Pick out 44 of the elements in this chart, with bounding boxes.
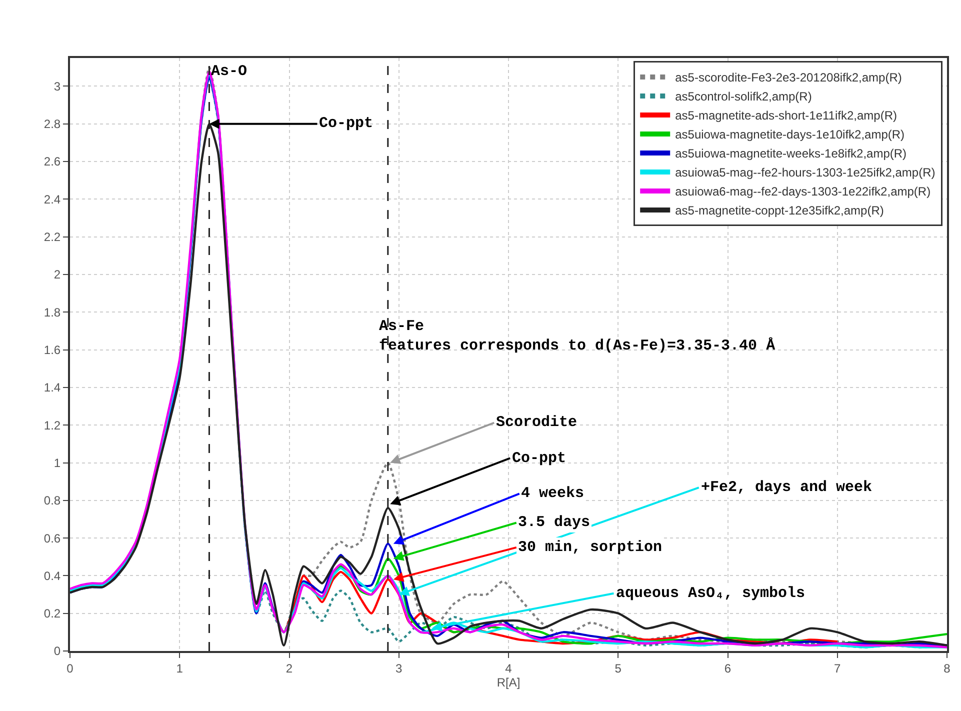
annotation: +Fe2, days and week xyxy=(701,479,872,496)
legend-label: as5-scorodite-Fe3-2e3-201208ifk2,amp(R) xyxy=(675,70,902,85)
x-tick-label: 0 xyxy=(66,661,74,676)
x-tick-label: 1 xyxy=(176,661,184,676)
annotation: As-O xyxy=(211,63,248,80)
y-tick-label: 1.4 xyxy=(44,380,61,395)
y-tick-label: 0.6 xyxy=(44,531,61,546)
legend-label: as5uiowa-magnetite-weeks-1e8ifk2,amp(R) xyxy=(675,146,907,161)
y-tick-label: 2.4 xyxy=(44,192,61,206)
legend-label: asuiowa5-mag--fe2-hours-1303-1e25ifk2,amp(R) xyxy=(675,166,936,180)
annotation: Scorodite xyxy=(496,414,578,431)
x-tick-label: 7 xyxy=(834,661,842,676)
y-tick-label: 2.2 xyxy=(44,230,61,244)
y-tick-label: 3 xyxy=(54,79,61,94)
y-tick-label: 0.2 xyxy=(44,606,61,621)
y-tick-label: 1 xyxy=(54,456,61,470)
annotation: 4 weeks xyxy=(521,485,584,502)
legend-label: as5uiowa-magnetite-days-1e10ifk2,amp(R) xyxy=(675,128,905,142)
annotation: aqueous AsO₄, symbols xyxy=(616,585,806,602)
y-tick-label: 0.8 xyxy=(44,494,61,508)
legend-label: as5-magnetite-ads-short-1e11ifk2,amp(R) xyxy=(675,108,897,123)
annotation: Co-ppt xyxy=(319,115,374,132)
x-tick-label: 3 xyxy=(396,661,403,676)
x-tick-label: 4 xyxy=(505,661,512,676)
legend-label: as5control-solifk2,amp(R) xyxy=(675,90,812,104)
y-tick-label: 2.6 xyxy=(44,154,61,169)
y-tick-label: 1.6 xyxy=(44,342,61,357)
y-tick-label: 2 xyxy=(54,268,61,282)
x-tick-label: 8 xyxy=(944,661,951,676)
y-tick-label: 1.2 xyxy=(44,418,61,432)
annotation: Co-ppt xyxy=(512,450,566,467)
annotation: As-Fe features corresponds to d(As-Fe)=3.35-3.40 Å xyxy=(379,318,776,354)
y-tick-label: 0.4 xyxy=(44,568,61,583)
legend-label: asuiowa6-mag--fe2-days-1303-1e22ifk2,amp(R) xyxy=(675,184,931,199)
legend-label: as5-magnetite-coppt-12e35ifk2,amp(R) xyxy=(675,204,884,218)
y-tick-label: 1.8 xyxy=(44,305,61,320)
y-tick-label: 2.8 xyxy=(44,117,61,132)
annotation: 3.5 days xyxy=(518,514,590,531)
x-axis-title: R[A] xyxy=(496,675,520,690)
x-tick-label: 5 xyxy=(614,661,622,676)
x-tick-label: 2 xyxy=(286,661,293,676)
x-tick-label: 6 xyxy=(724,661,732,676)
y-tick-label: 0 xyxy=(54,644,61,658)
annotation: 30 min, sorption xyxy=(518,539,662,556)
